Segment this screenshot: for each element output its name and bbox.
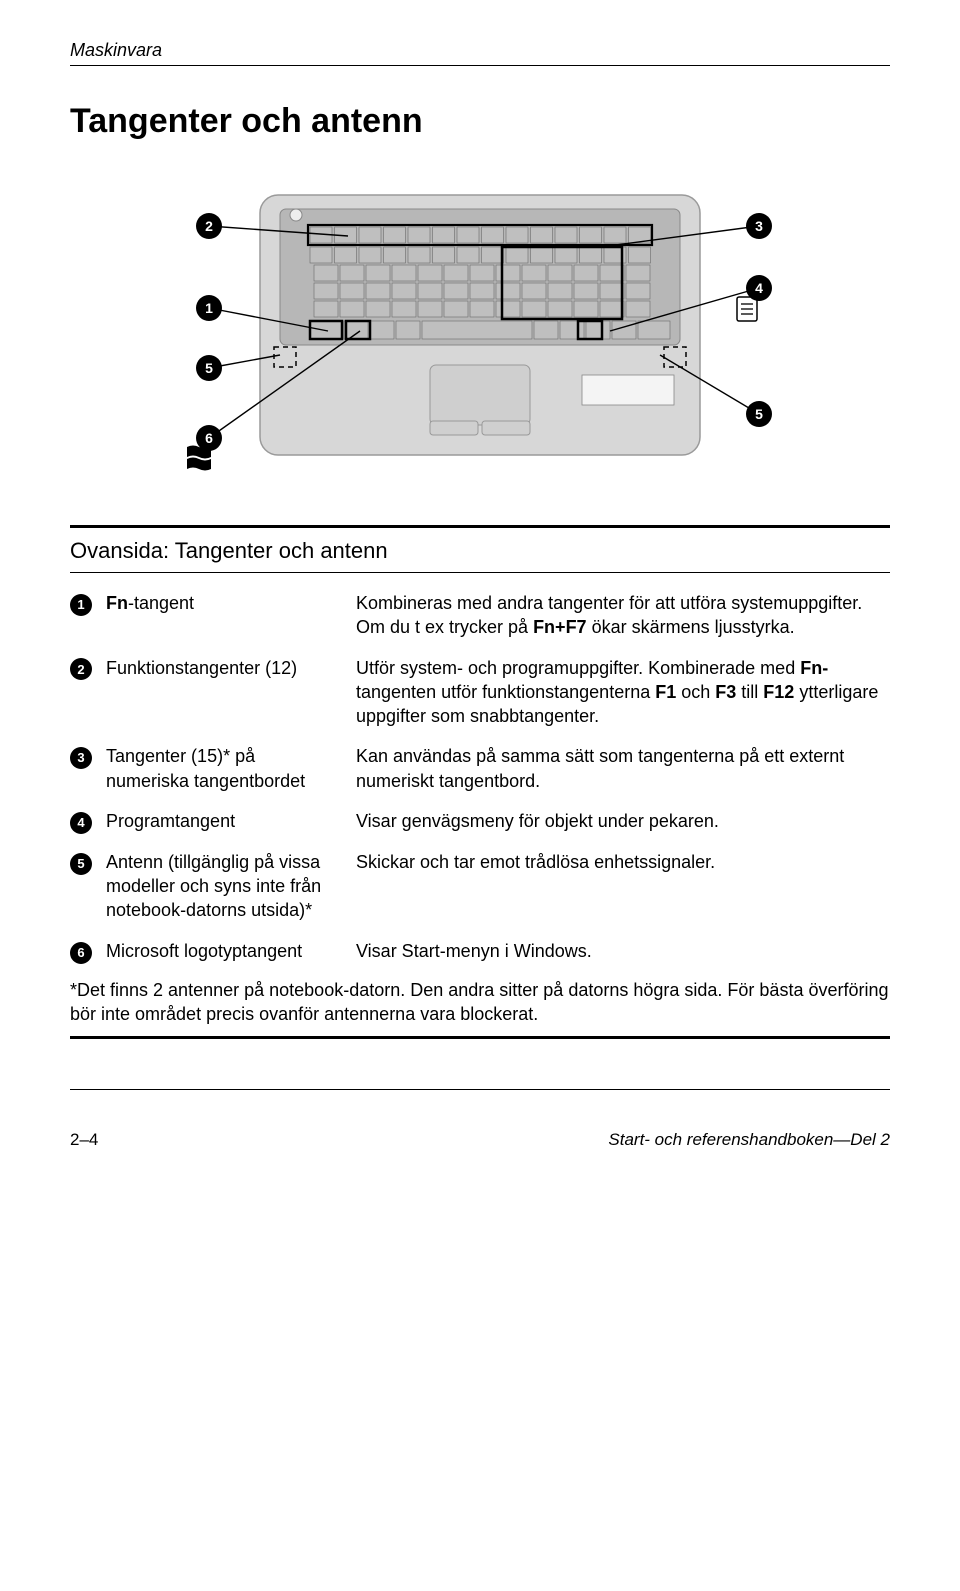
row-number: 2 bbox=[70, 648, 106, 737]
row-number: 6 bbox=[70, 931, 106, 972]
row-number: 4 bbox=[70, 801, 106, 842]
svg-text:6: 6 bbox=[205, 430, 213, 446]
callout-badge: 4 bbox=[70, 812, 92, 834]
row-description: Skickar och tar emot trådlösa enhetssign… bbox=[356, 842, 890, 931]
row-number: 3 bbox=[70, 736, 106, 801]
svg-text:4: 4 bbox=[755, 280, 763, 296]
svg-text:1: 1 bbox=[205, 300, 213, 316]
callout-badge: 5 bbox=[70, 853, 92, 875]
row-name: Microsoft logotyptangent bbox=[106, 931, 356, 972]
table-top-rule bbox=[70, 525, 890, 528]
table-bottom-rule bbox=[70, 1036, 890, 1039]
table-row: 2 Funktionstangenter (12)Utför system- oc… bbox=[70, 648, 890, 737]
row-description: Visar Start-menyn i Windows. bbox=[356, 931, 890, 972]
callout-badge: 2 bbox=[70, 658, 92, 680]
footer-rule bbox=[70, 1089, 890, 1090]
footer-book-title: Start- och referenshandboken—Del 2 bbox=[608, 1130, 890, 1150]
callout-badge: 1 bbox=[70, 594, 92, 616]
row-name: Tangenter (15)* på numeriska tangentbord… bbox=[106, 736, 356, 801]
row-description: Visar genvägsmeny för objekt under pekar… bbox=[356, 801, 890, 842]
svg-text:5: 5 bbox=[755, 406, 763, 422]
callout-badge: 6 bbox=[70, 942, 92, 964]
row-description: Utför system- och programuppgifter. Komb… bbox=[356, 648, 890, 737]
page-footer: 2–4 Start- och referenshandboken—Del 2 bbox=[70, 1130, 890, 1150]
row-name: Fn-tangent bbox=[106, 583, 356, 648]
svg-text:3: 3 bbox=[755, 218, 763, 234]
table-title: Ovansida: Tangenter och antenn bbox=[70, 538, 890, 564]
key-table: 1 Fn-tangentKombineras med andra tangente… bbox=[70, 583, 890, 972]
svg-text:5: 5 bbox=[205, 360, 213, 376]
table-row: 1 Fn-tangentKombineras med andra tangente… bbox=[70, 583, 890, 648]
section-header: Maskinvara bbox=[70, 40, 890, 61]
table-row: 5 Antenn (tillgänglig på vissa modeller o… bbox=[70, 842, 890, 931]
footer-page-num: 2–4 bbox=[70, 1130, 98, 1150]
row-name: Antenn (tillgänglig på vissa modeller oc… bbox=[106, 842, 356, 931]
table-row: 6 Microsoft logotyptangentVisar Start-men… bbox=[70, 931, 890, 972]
svg-text:2: 2 bbox=[205, 218, 213, 234]
header-rule bbox=[70, 65, 890, 66]
laptop-diagram: 2 3 1 4 5 5 6 bbox=[130, 165, 830, 495]
row-name: Funktionstangenter (12) bbox=[106, 648, 356, 737]
row-number: 5 bbox=[70, 842, 106, 931]
laptop-diagram-container: 2 3 1 4 5 5 6 bbox=[70, 165, 890, 495]
row-name: Programtangent bbox=[106, 801, 356, 842]
callout-badge: 3 bbox=[70, 747, 92, 769]
page-title: Tangenter och antenn bbox=[70, 102, 890, 141]
table-footnote: *Det finns 2 antenner på notebook-datorn… bbox=[70, 978, 890, 1027]
row-description: Kan användas på samma sätt som tangenter… bbox=[356, 736, 890, 801]
table-mid-rule bbox=[70, 572, 890, 573]
row-number: 1 bbox=[70, 583, 106, 648]
table-row: 4 ProgramtangentVisar genvägsmeny för obj… bbox=[70, 801, 890, 842]
row-description: Kombineras med andra tangenter för att u… bbox=[356, 583, 890, 648]
table-row: 3 Tangenter (15)* på numeriska tangentbor… bbox=[70, 736, 890, 801]
